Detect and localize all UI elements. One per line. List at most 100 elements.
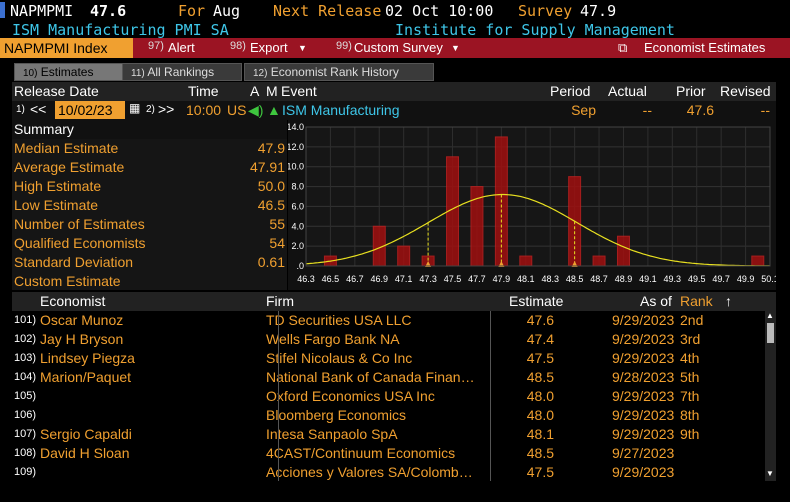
- export-label: Export: [250, 40, 288, 55]
- x-tick-label: 48.9: [615, 274, 633, 284]
- col-firm[interactable]: Firm: [266, 293, 294, 309]
- histogram-bar: [397, 245, 411, 267]
- x-tick-label: 50.1: [761, 274, 776, 284]
- row-number: 106): [14, 409, 37, 421]
- col-release-date: Release Date: [14, 83, 99, 99]
- economist-name[interactable]: Lindsey Piegza: [40, 350, 135, 366]
- tab-estimates-num: 10): [23, 68, 38, 79]
- estimate-value: 48.5: [526, 369, 554, 385]
- col-m: M: [266, 83, 278, 99]
- tab-estimates[interactable]: 10) Estimates: [14, 63, 126, 81]
- export-num: 98): [230, 40, 246, 52]
- table-row[interactable]: 106) Bloomberg Economics 48.0 9/29/2023 8th: [12, 406, 764, 425]
- row-number: 109): [14, 466, 37, 478]
- table-row[interactable]: 102) Jay H Bryson Wells Fargo Bank NA 47.4 9…: [12, 330, 764, 349]
- firm-name: Intesa Sanpaolo SpA: [266, 426, 398, 442]
- custom-survey-button[interactable]: 99) Custom Survey ▼: [328, 38, 468, 58]
- x-tick-label: 48.3: [541, 274, 559, 284]
- y-tick-label: 10.0: [288, 162, 304, 172]
- x-tick-label: 46.5: [322, 274, 340, 284]
- col-economist[interactable]: Economist: [40, 293, 106, 309]
- firm-name: Bloomberg Economics: [266, 407, 407, 423]
- y-tick-label: 2.0: [291, 241, 304, 251]
- release-row: 1) << 10/02/23 ▦ 2) >> 10:00 US ◀) ▲ ISM…: [12, 101, 776, 120]
- bell-icon[interactable]: ▲: [267, 102, 281, 118]
- series-name: ISM Manufacturing PMI SA: [12, 21, 229, 39]
- firm-name: TD Securities USA LLC: [266, 312, 412, 328]
- firm-name: Oxford Economics USA Inc: [266, 388, 435, 404]
- row-number: 105): [14, 390, 37, 402]
- next-release-button[interactable]: >>: [158, 101, 175, 117]
- x-tick-label: 46.9: [370, 274, 388, 284]
- summary-label: High Estimate: [14, 178, 102, 194]
- external-link-icon: ⧉: [618, 40, 628, 55]
- alert-label: Alert: [168, 40, 195, 55]
- estimates-table-header: Economist Firm Estimate As of Rank ↑: [12, 292, 776, 311]
- tab-all-rankings[interactable]: 11) All Rankings: [122, 63, 242, 81]
- event-prior: 47.6: [686, 102, 714, 118]
- custom-survey-dropdown-icon: ▼: [451, 43, 460, 53]
- survey-label: Survey: [518, 2, 573, 20]
- row-number: 107): [14, 428, 37, 440]
- row-number: 108): [14, 447, 37, 459]
- scroll-up-icon[interactable]: ▲: [766, 311, 774, 320]
- plot-border: [305, 126, 771, 267]
- calendar-icon[interactable]: ▦: [129, 101, 141, 115]
- sort-arrow-icon[interactable]: ↑: [725, 293, 732, 309]
- scrollbar[interactable]: ▲ ▼: [765, 311, 776, 481]
- scroll-thumb[interactable]: [767, 323, 774, 343]
- export-button[interactable]: 98) Export ▼: [222, 38, 320, 58]
- row-number: 102): [14, 333, 37, 345]
- table-row[interactable]: 103) Lindsey Piegza Stifel Nicolaus & Co I…: [12, 349, 764, 368]
- col-asof[interactable]: As of: [640, 293, 672, 309]
- col-rank[interactable]: Rank: [680, 293, 713, 309]
- rank-value: 4th: [680, 350, 700, 366]
- table-row[interactable]: 107) Sergio Capaldi Intesa Sanpaolo SpA 48.…: [12, 425, 764, 444]
- economist-name[interactable]: Marion/Paquet: [40, 369, 132, 385]
- firm-name: Stifel Nicolaus & Co Inc: [266, 350, 413, 366]
- release-date-value: 10/02/23: [58, 102, 113, 118]
- tab-rank-history-label: Economist Rank History: [270, 65, 399, 79]
- firm-name: Wells Fargo Bank NA: [266, 331, 400, 347]
- x-tick-label: 47.1: [395, 274, 413, 284]
- event-actual: --: [642, 102, 652, 118]
- table-row[interactable]: 101) Oscar Munoz TD Securities USA LLC 47.6…: [12, 311, 764, 330]
- table-row[interactable]: 105) Oxford Economics USA Inc 48.0 9/29/202…: [12, 387, 764, 406]
- economist-name[interactable]: Oscar Munoz: [40, 312, 124, 328]
- scroll-down-icon[interactable]: ▼: [766, 469, 774, 478]
- y-tick-label: 6.0: [291, 201, 304, 211]
- asof-date: 9/29/2023: [612, 407, 675, 423]
- table-row[interactable]: 108) David H Sloan 4CAST/Continuum Economi…: [12, 444, 764, 463]
- col-estimate[interactable]: Estimate: [509, 293, 564, 309]
- index-label: NAPMPMI Index: [4, 40, 108, 56]
- summary-label: Custom Estimate: [14, 273, 121, 289]
- speaker-icon[interactable]: ◀): [248, 102, 264, 118]
- y-tick-label: 8.0: [291, 182, 304, 192]
- release-country: US: [227, 102, 247, 118]
- histogram-bar: [519, 255, 533, 267]
- asof-date: 9/29/2023: [612, 426, 675, 442]
- table-row[interactable]: 104) Marion/Paquet National Bank of Canada…: [12, 368, 764, 387]
- rank-value: 3rd: [680, 331, 701, 347]
- asof-date: 9/29/2023: [612, 350, 675, 366]
- histogram-bar: [751, 255, 765, 267]
- row-number: 104): [14, 371, 37, 383]
- event-name[interactable]: ISM Manufacturing: [282, 102, 400, 118]
- release-date-field[interactable]: 10/02/23: [55, 101, 125, 119]
- summary-label: Qualified Economists: [14, 235, 146, 251]
- estimate-value: 48.0: [526, 407, 554, 423]
- x-tick-label: 49.7: [712, 274, 730, 284]
- tab-economist-rank-history[interactable]: 12) Economist Rank History: [244, 63, 434, 81]
- economist-estimates-button[interactable]: ⧉ Economist Estimates: [612, 38, 790, 58]
- table-row[interactable]: 109) Acciones y Valores SA/Colomb… 47.5 9/2…: [12, 463, 764, 482]
- economist-name[interactable]: Jay H Bryson: [40, 331, 124, 347]
- prev-release-button[interactable]: <<: [30, 101, 47, 117]
- economist-name[interactable]: David H Sloan: [40, 445, 130, 461]
- economist-name[interactable]: Sergio Capaldi: [40, 426, 132, 442]
- asof-date: 9/28/2023: [612, 369, 675, 385]
- normal-curve: [305, 193, 770, 267]
- event-revised: --: [760, 102, 770, 118]
- alert-button[interactable]: 97) Alert: [140, 38, 220, 58]
- index-button[interactable]: NAPMPMI Index: [0, 38, 133, 58]
- next-release-label: Next Release: [273, 2, 382, 20]
